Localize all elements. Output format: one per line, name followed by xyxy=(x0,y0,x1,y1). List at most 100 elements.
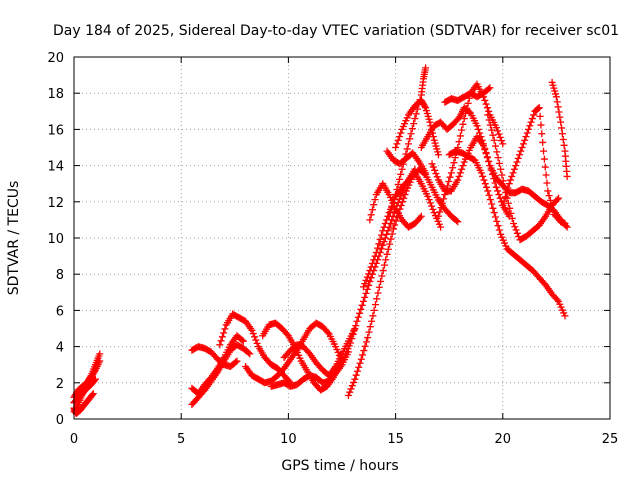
data-point xyxy=(374,289,382,297)
data-point xyxy=(493,148,501,156)
series-track-07 xyxy=(188,341,254,409)
data-point xyxy=(456,169,464,177)
data-point xyxy=(382,256,390,264)
data-point xyxy=(458,126,466,134)
data-point xyxy=(368,206,376,214)
data-point xyxy=(517,147,525,155)
data-point xyxy=(561,220,569,228)
data-point xyxy=(365,270,373,278)
series-track-14 xyxy=(344,165,462,399)
data-point xyxy=(488,126,496,134)
data-point xyxy=(537,121,545,129)
data-point xyxy=(233,357,241,365)
data-point xyxy=(216,341,224,349)
data-point xyxy=(504,199,512,207)
data-point xyxy=(391,221,399,229)
data-point xyxy=(540,155,548,163)
y-tick-label: 18 xyxy=(47,87,64,102)
y-tick-label: 14 xyxy=(47,160,64,175)
grid-lines xyxy=(74,57,610,419)
data-point xyxy=(458,165,466,173)
data-point xyxy=(89,390,97,398)
data-point xyxy=(483,154,491,162)
data-point xyxy=(389,199,397,207)
data-point xyxy=(417,212,425,220)
data-point xyxy=(558,124,566,132)
data-point xyxy=(534,104,542,112)
data-point xyxy=(553,296,561,304)
axis-ticks: 0 5 10 15 20 25 0 2 4 6 8 10 12 14 16 18 20 xyxy=(47,51,618,447)
data-point xyxy=(486,84,494,92)
series-track-25 xyxy=(484,111,563,244)
data-point xyxy=(482,150,490,158)
data-point xyxy=(347,339,355,347)
data-point xyxy=(353,367,361,375)
data-point xyxy=(375,283,383,291)
data-point xyxy=(353,317,361,325)
data-point xyxy=(364,334,372,342)
data-point xyxy=(542,171,550,179)
data-point xyxy=(428,202,436,210)
data-point xyxy=(490,136,498,144)
data-point xyxy=(521,136,529,144)
data-point xyxy=(358,301,366,309)
data-point xyxy=(220,329,228,337)
data-point xyxy=(460,115,468,123)
data-point xyxy=(508,214,516,222)
data-point xyxy=(488,200,496,208)
data-point xyxy=(433,173,441,181)
data-point xyxy=(424,192,432,200)
data-point xyxy=(386,240,394,248)
data-point xyxy=(438,199,446,207)
data-point xyxy=(490,209,498,217)
data-point xyxy=(381,234,389,242)
data-point xyxy=(383,216,391,224)
series-track-04 xyxy=(70,390,97,418)
data-point xyxy=(392,191,400,199)
data-point xyxy=(380,223,388,231)
y-tick-label: 20 xyxy=(47,51,64,66)
data-point xyxy=(441,191,449,199)
data-point xyxy=(452,217,460,225)
data-point xyxy=(465,108,473,116)
data-point xyxy=(500,197,508,205)
data-point xyxy=(527,118,535,126)
data-point xyxy=(483,104,491,112)
data-point xyxy=(379,227,387,235)
data-point xyxy=(359,297,367,305)
data-point xyxy=(372,248,380,256)
data-point xyxy=(392,217,400,225)
data-point xyxy=(544,187,552,195)
data-point xyxy=(367,274,375,282)
data-point xyxy=(489,131,497,139)
y-tick-label: 0 xyxy=(56,413,64,428)
data-point xyxy=(557,118,565,126)
data-point xyxy=(449,164,457,172)
data-point xyxy=(365,328,373,336)
data-point xyxy=(553,98,561,106)
data-point xyxy=(403,145,411,153)
data-point xyxy=(283,330,291,338)
data-point xyxy=(404,140,412,148)
data-point xyxy=(505,180,513,188)
data-point xyxy=(401,155,409,163)
data-point xyxy=(442,186,450,194)
data-point xyxy=(373,295,381,303)
y-tick-label: 12 xyxy=(47,196,64,211)
data-point xyxy=(379,241,387,249)
y-tick-label: 10 xyxy=(47,232,64,247)
data-point xyxy=(546,196,554,204)
data-point xyxy=(350,326,358,334)
data-point xyxy=(356,309,364,317)
data-point xyxy=(371,196,379,204)
data-point xyxy=(563,172,571,180)
data-point xyxy=(346,388,354,396)
data-point xyxy=(481,180,489,188)
data-point xyxy=(539,138,547,146)
data-point xyxy=(495,130,503,138)
data-point xyxy=(395,175,403,183)
data-point xyxy=(459,162,467,170)
data-point xyxy=(492,142,500,150)
data-point xyxy=(510,220,518,228)
data-point xyxy=(368,259,376,267)
